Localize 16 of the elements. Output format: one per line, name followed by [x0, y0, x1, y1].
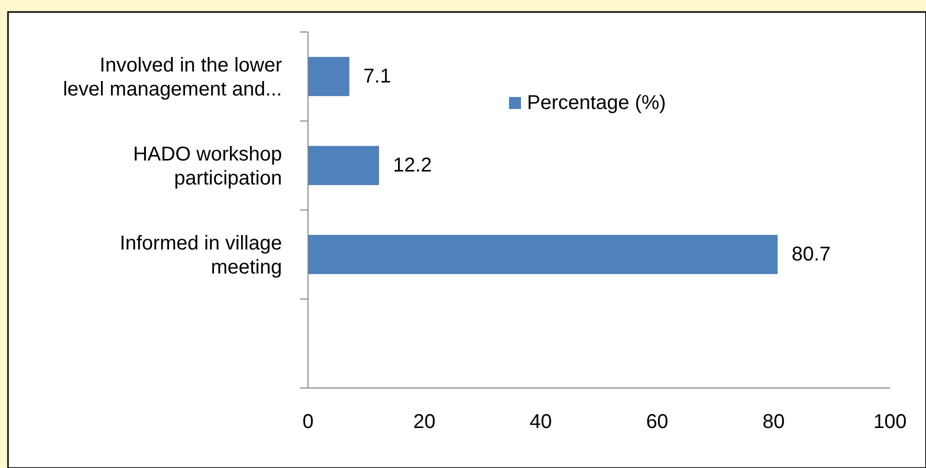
y-tick-label: Informed in village meeting [120, 232, 282, 278]
x-tick-label: 80 [762, 411, 785, 433]
data-label: 7.1 [363, 66, 392, 88]
bar [308, 146, 380, 186]
y-tick-label: HADO workshop participation [133, 144, 282, 190]
bar [308, 234, 778, 274]
data-label: 80.7 [792, 244, 831, 266]
x-tick-label: 40 [530, 411, 552, 433]
x-tick-label: 100 [873, 411, 907, 433]
bar [308, 56, 350, 96]
x-tick-label: 0 [302, 411, 314, 433]
y-tick-label: Involved in the lower level management and... [62, 54, 282, 100]
x-tick-label: 60 [646, 411, 668, 433]
legend-label: Percentage (%) [527, 92, 666, 114]
data-label: 12.2 [393, 154, 432, 176]
x-tick-label: 20 [413, 411, 436, 433]
